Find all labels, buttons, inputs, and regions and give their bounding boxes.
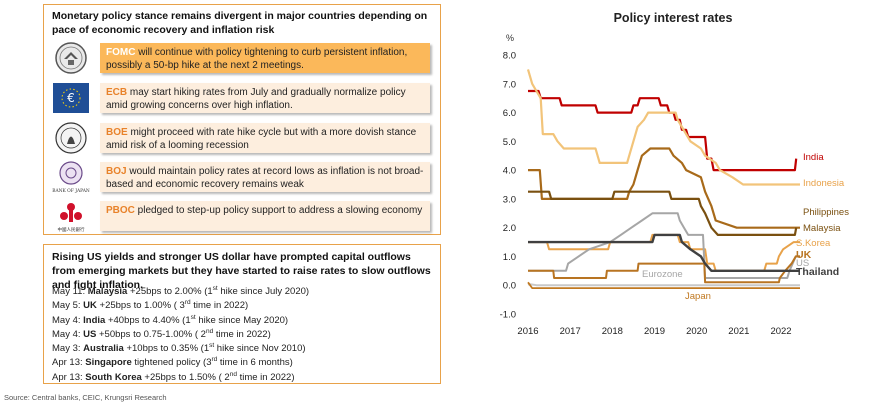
y-tick-label: 6.0 — [503, 108, 516, 119]
x-tick-label: 2017 — [560, 326, 581, 337]
pboc-stance-text: PBOC pledged to step-up policy support t… — [100, 201, 430, 231]
list-item: Apr 13: Singapore tightened policy (3rd … — [52, 356, 293, 369]
bank-row-ecb: € ECB may start hiking rates from July a… — [50, 81, 434, 115]
svg-text:€: € — [67, 91, 75, 105]
series-label-india: India — [803, 152, 824, 163]
x-tick-label: 2019 — [644, 326, 665, 337]
x-tick-label: 2018 — [602, 326, 623, 337]
y-tick-label: 4.0 — [503, 166, 516, 177]
boj-stance-text: BOJ would maintain policy rates at recor… — [100, 162, 430, 192]
list-item: May 5: UK +25bps to 1.00% ( 3rd time in … — [52, 299, 249, 312]
series-lines — [526, 69, 800, 289]
list-item: May 4: US +50bps to 0.75-1.00% ( 2nd tim… — [52, 327, 271, 341]
bank-row-fomc: FOMC will continue with policy tightenin… — [50, 41, 434, 75]
policy-stance-panel: Monetary policy stance remains divergent… — [43, 4, 441, 235]
federal-reserve-seal-icon — [55, 42, 87, 74]
y-tick-label: -1.0 — [500, 310, 516, 321]
y-tick-label: 8.0 — [503, 51, 516, 62]
series-line-us — [528, 212, 800, 279]
series-label-japan: Japan — [685, 291, 711, 302]
series-line-skorea — [528, 233, 800, 272]
list-item: May 3: Australia +10bps to 0.35% (1st hi… — [52, 342, 306, 355]
svg-text:BANK OF JAPAN: BANK OF JAPAN — [52, 189, 90, 194]
series-line-thailand — [528, 233, 800, 272]
euro-icon: € — [53, 83, 89, 113]
series-label-skorea: S.Korea — [796, 238, 831, 249]
y-tick-label: 3.0 — [503, 194, 516, 205]
policy-rates-chart: Policy interest rates % 8.0 7.0 6.0 5.0 4.0 3… — [500, 11, 850, 337]
series-line-eurozone — [527, 282, 800, 287]
y-tick-label: 0.0 — [503, 281, 516, 292]
peoples-bank-of-china-logo-icon: 中國人民銀行 — [58, 203, 85, 233]
series-label-philippines: Philippines — [803, 207, 849, 218]
x-tick-label: 2016 — [517, 326, 538, 337]
ecb-stance-text: ECB may start hiking rates from July and… — [100, 83, 430, 113]
bank-of-japan-emblem-icon: BANK OF JAPAN — [52, 161, 90, 194]
list-item: May 4: India +40bps to 4.40% (1st hike s… — [52, 313, 289, 326]
svg-text:中國人民銀行: 中國人民銀行 — [58, 226, 85, 233]
series-label-thailand: Thailand — [796, 266, 839, 278]
series-line-india — [528, 89, 798, 172]
series-label-eurozone: Eurozone — [642, 269, 683, 280]
bank-row-boe: BOE might proceed with rate hike cycle b… — [50, 121, 434, 155]
series-label-uk: UK — [796, 249, 812, 261]
chart-title: Policy interest rates — [614, 11, 733, 25]
series-line-japan — [527, 281, 800, 289]
series-labels: India Indonesia Philippines Malaysia S.Korea… — [642, 152, 849, 302]
bank-of-england-seal-icon — [55, 122, 87, 154]
series-line-philippines — [528, 147, 800, 229]
rate-actions-heading: Rising US yields and stronger US dollar … — [52, 251, 431, 291]
rate-actions-list: May 11: Malaysia +25bps to 2.00% (1st hi… — [52, 282, 436, 383]
series-label-indonesia: Indonesia — [803, 178, 845, 189]
source-note: Source: Central banks, CEIC, Krungsri Re… — [4, 393, 167, 402]
series-label-malaysia: Malaysia — [803, 223, 841, 234]
y-tick-label: 1.0 — [503, 252, 516, 263]
x-tick-label: 2020 — [686, 326, 707, 337]
rate-actions-panel: Rising US yields and stronger US dollar … — [43, 244, 441, 384]
list-item: Apr 13: South Korea +25bps to 1.50% ( 2n… — [52, 370, 295, 383]
bank-row-pboc: 中國人民銀行 PBOC pledged to step-up policy su… — [50, 199, 434, 233]
y-axis-unit: % — [506, 33, 514, 43]
x-tick-label: 2022 — [770, 326, 791, 337]
series-line-malaysia — [528, 190, 798, 236]
policy-stance-heading: Monetary policy stance remains divergent… — [52, 10, 428, 36]
x-axis: 2016 2017 2018 2019 2020 2021 2022 — [517, 326, 791, 337]
boe-stance-text: BOE might proceed with rate hike cycle b… — [100, 123, 430, 153]
y-tick-label: 5.0 — [503, 137, 516, 148]
series-label-us: US — [796, 258, 809, 269]
fomc-stance-text: FOMC will continue with policy tightenin… — [100, 43, 430, 73]
x-tick-label: 2021 — [728, 326, 749, 337]
bank-row-boj: BANK OF JAPAN BOJ would maintain policy … — [50, 160, 434, 194]
y-tick-label: 7.0 — [503, 79, 516, 90]
list-item: May 11: Malaysia +25bps to 2.00% (1st hi… — [52, 285, 310, 298]
series-line-indonesia — [526, 69, 800, 186]
y-tick-label: 2.0 — [503, 223, 516, 234]
